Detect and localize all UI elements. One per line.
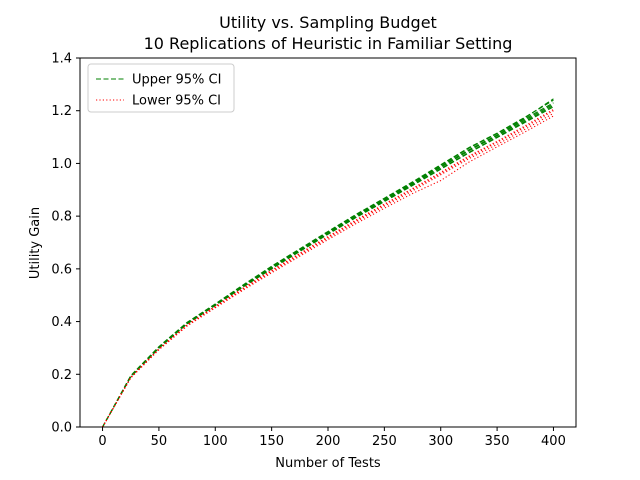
y-tick-label: 1.2 bbox=[51, 104, 72, 119]
x-tick-label: 300 bbox=[428, 434, 453, 449]
legend-box bbox=[87, 63, 235, 113]
x-tick-label: 100 bbox=[203, 434, 228, 449]
y-tick-label: 1.0 bbox=[51, 157, 72, 172]
x-tick-label: 50 bbox=[151, 434, 168, 449]
x-tick-label: 0 bbox=[98, 434, 106, 449]
y-tick-label: 0.6 bbox=[51, 262, 72, 277]
x-tick-label: 250 bbox=[372, 434, 397, 449]
legend-label: Upper 95% CI bbox=[132, 73, 221, 88]
y-axis-label: Utility Gain bbox=[28, 207, 43, 279]
y-tick-label: 0.2 bbox=[51, 368, 72, 383]
y-tick-label: 0.4 bbox=[51, 315, 72, 330]
x-tick-label: 350 bbox=[485, 434, 510, 449]
y-tick-label: 0.0 bbox=[51, 421, 72, 436]
x-tick-label: 200 bbox=[316, 434, 341, 449]
x-tick-label: 400 bbox=[541, 434, 566, 449]
x-tick-label: 150 bbox=[259, 434, 284, 449]
legend-label: Lower 95% CI bbox=[132, 94, 221, 109]
series-line-lower-9 bbox=[102, 110, 554, 428]
series-line-lower-6 bbox=[102, 112, 554, 428]
series-line-upper-5 bbox=[102, 103, 554, 428]
chart-subtitle: 10 Replications of Heuristic in Familiar… bbox=[144, 34, 513, 53]
y-tick-label: 0.8 bbox=[51, 210, 72, 225]
chart-title: Utility vs. Sampling Budget bbox=[219, 13, 437, 32]
x-axis-label: Number of Tests bbox=[275, 456, 381, 471]
y-tick-label: 1.4 bbox=[51, 52, 72, 67]
series-line-lower-7 bbox=[102, 108, 554, 428]
plot-area: 0 50 100 150 200 250 300 350 400 0.0 0.2 0.4 0.6 0.8 1… bbox=[51, 52, 577, 449]
series-line-lower-8 bbox=[102, 115, 554, 428]
